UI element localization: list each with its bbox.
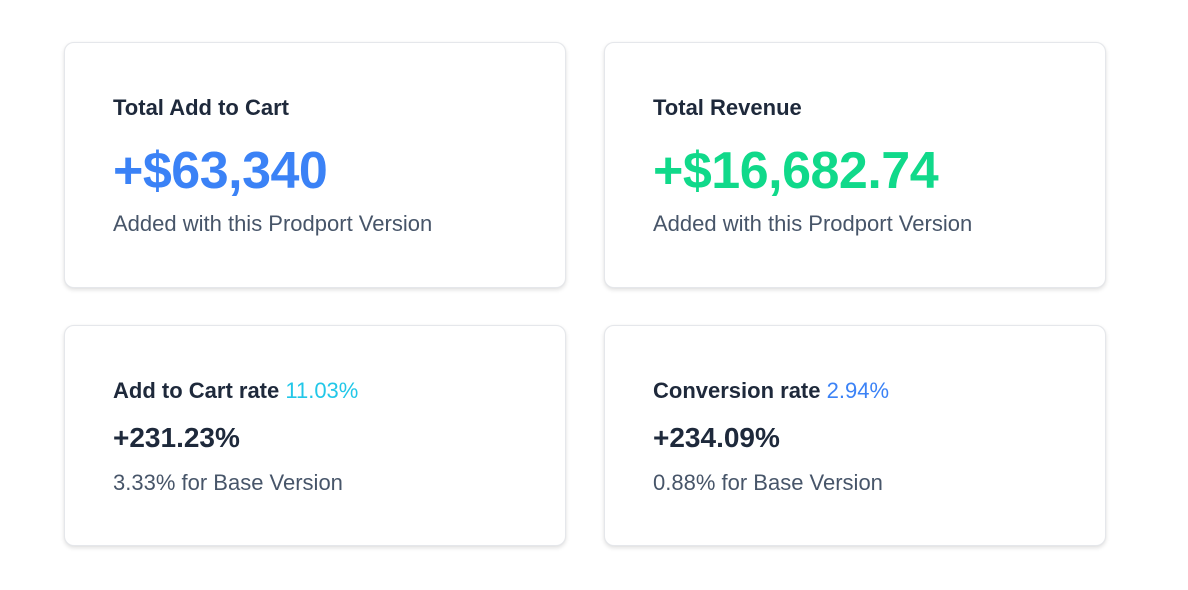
total-revenue-card: Total Revenue +$16,682.74 Added with thi… [604, 42, 1106, 288]
card-title: Conversion rate 2.94% [653, 378, 889, 404]
metric-value: +$63,340 [113, 142, 328, 200]
card-title-label: Add to Cart rate [113, 378, 280, 403]
card-title: Total Add to Cart [113, 95, 289, 120]
card-title-label: Conversion rate [653, 378, 821, 403]
card-title: Total Revenue [653, 95, 802, 120]
metric-value: +$16,682.74 [653, 142, 939, 200]
base-version-rate: 0.88% for Base Version [653, 470, 883, 495]
rate-value: 2.94% [826, 378, 890, 403]
metric-change: +231.23% [113, 422, 240, 453]
metric-description: Added with this Prodport Version [653, 211, 973, 236]
conversion-rate-card: Conversion rate 2.94% +234.09% 0.88% for… [604, 325, 1106, 546]
metric-change: +234.09% [653, 422, 780, 453]
rate-value: 11.03% [285, 378, 359, 403]
metric-description: Added with this Prodport Version [113, 211, 433, 236]
base-version-rate: 3.33% for Base Version [113, 470, 343, 495]
total-add-to-cart-card: Total Add to Cart +$63,340 Added with th… [64, 42, 566, 288]
add-to-cart-rate-card: Add to Cart rate 11.03% +231.23% 3.33% f… [64, 325, 566, 546]
card-title: Add to Cart rate 11.03% [113, 378, 358, 404]
